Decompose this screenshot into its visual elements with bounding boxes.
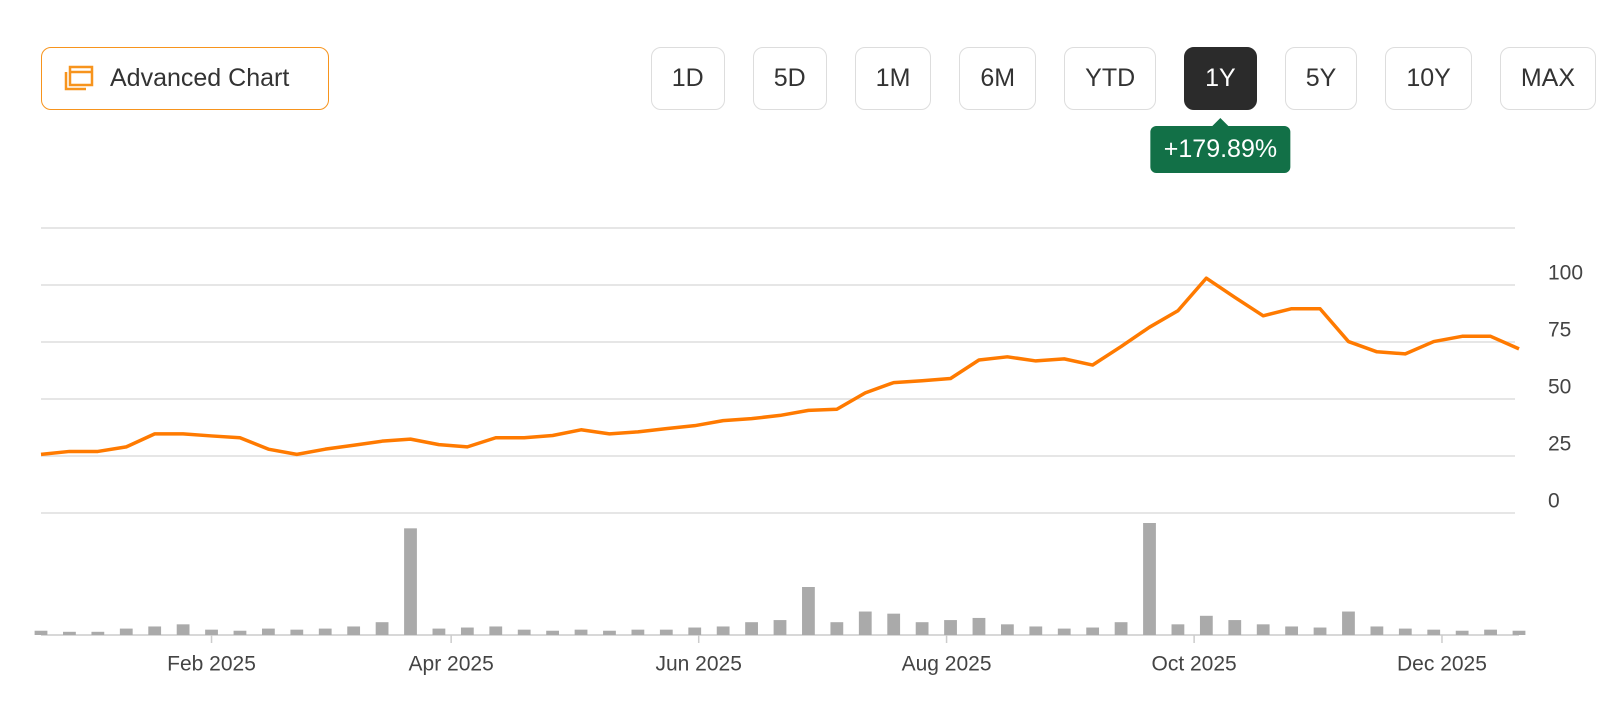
y-tick-label: 25 — [1548, 433, 1571, 456]
x-tick-label: Apr 2025 — [409, 653, 494, 676]
volume-bar — [63, 631, 76, 635]
volume-bar — [1143, 523, 1156, 635]
volume-bar — [290, 629, 304, 635]
volume-bar — [205, 629, 218, 635]
volume-bar — [745, 622, 758, 635]
volume-bar — [91, 631, 105, 635]
volume-bar — [972, 617, 986, 635]
volume-bar — [1342, 611, 1355, 635]
y-tick-label: 0 — [1548, 490, 1560, 513]
y-tick-label: 50 — [1548, 376, 1571, 399]
y-tick-label: 100 — [1548, 262, 1583, 285]
advanced-chart-label: Advanced Chart — [110, 64, 290, 92]
range-button[interactable]: 5D — [752, 47, 827, 110]
range-button[interactable]: 1D — [650, 47, 725, 110]
range-button[interactable]: YTD — [1064, 47, 1157, 110]
volume-bar — [233, 630, 247, 635]
volume-bar — [318, 628, 332, 635]
volume-bar — [1484, 629, 1497, 635]
volume-bar — [119, 628, 133, 635]
volume-bar — [574, 629, 588, 635]
volume-bar — [887, 613, 901, 635]
volume-bar — [1228, 620, 1242, 635]
range-button[interactable]: 1Y +179.89% — [1150, 47, 1291, 173]
volume-bar — [603, 630, 616, 635]
volume-bar — [517, 629, 531, 635]
volume-bar — [1285, 626, 1299, 635]
volume-bar — [1256, 624, 1270, 635]
volume-bar — [375, 622, 389, 635]
volume-bar — [716, 626, 730, 635]
volume-bar — [1086, 627, 1100, 635]
volume-bar — [1427, 629, 1441, 635]
volume-bar — [1455, 630, 1469, 635]
volume-bar — [858, 611, 872, 635]
volume-bar — [688, 627, 702, 635]
volume-bar — [1057, 628, 1071, 635]
volume-bar — [1199, 615, 1213, 635]
advanced-chart-button[interactable]: Advanced Chart — [41, 47, 329, 110]
volume-bar — [347, 626, 361, 635]
volume-bar — [404, 528, 417, 635]
volume-bar — [546, 630, 560, 635]
volume-bar — [34, 630, 48, 635]
change-badge: +179.89% — [1150, 118, 1291, 173]
volume-bar — [261, 628, 275, 635]
volume-bar — [489, 626, 503, 635]
volume-bar — [1370, 626, 1384, 635]
volume-bar — [176, 624, 190, 635]
x-tick-label: Jun 2025 — [655, 653, 741, 676]
volume-bar — [432, 628, 446, 635]
volume-bar — [1029, 626, 1043, 635]
volume-bar — [1000, 624, 1014, 635]
volume-bar — [460, 627, 474, 635]
chart-icon — [64, 65, 94, 90]
range-button[interactable]: 1M — [854, 47, 932, 110]
range-button[interactable]: 10Y — [1385, 47, 1472, 110]
volume-bar — [148, 626, 162, 635]
volume-bar — [1171, 624, 1185, 635]
volume-bar — [802, 587, 815, 635]
x-tick-label: Oct 2025 — [1152, 653, 1237, 676]
range-selector: 1D 5D 1M 6M YTD 1Y +179.89% 5Y 10Y MAX — [650, 47, 1596, 173]
volume-bar — [1313, 627, 1327, 635]
volume-bar — [830, 622, 844, 635]
x-tick-label: Feb 2025 — [167, 653, 256, 676]
volume-bar — [631, 629, 645, 635]
range-button[interactable]: MAX — [1499, 47, 1596, 110]
volume-bar — [773, 620, 787, 635]
range-button[interactable]: 6M — [959, 47, 1037, 110]
y-tick-label: 75 — [1548, 319, 1571, 342]
volume-bar — [1398, 628, 1412, 635]
volume-bar — [1512, 630, 1526, 635]
x-tick-label: Dec 2025 — [1397, 653, 1487, 676]
price-line — [40, 276, 1520, 457]
volume-bar — [659, 629, 673, 635]
volume-bar — [915, 622, 929, 635]
x-tick-label: Aug 2025 — [902, 653, 992, 676]
volume-bar — [1114, 622, 1128, 635]
volume-bar — [944, 620, 957, 635]
range-button[interactable]: 5Y — [1284, 47, 1358, 110]
